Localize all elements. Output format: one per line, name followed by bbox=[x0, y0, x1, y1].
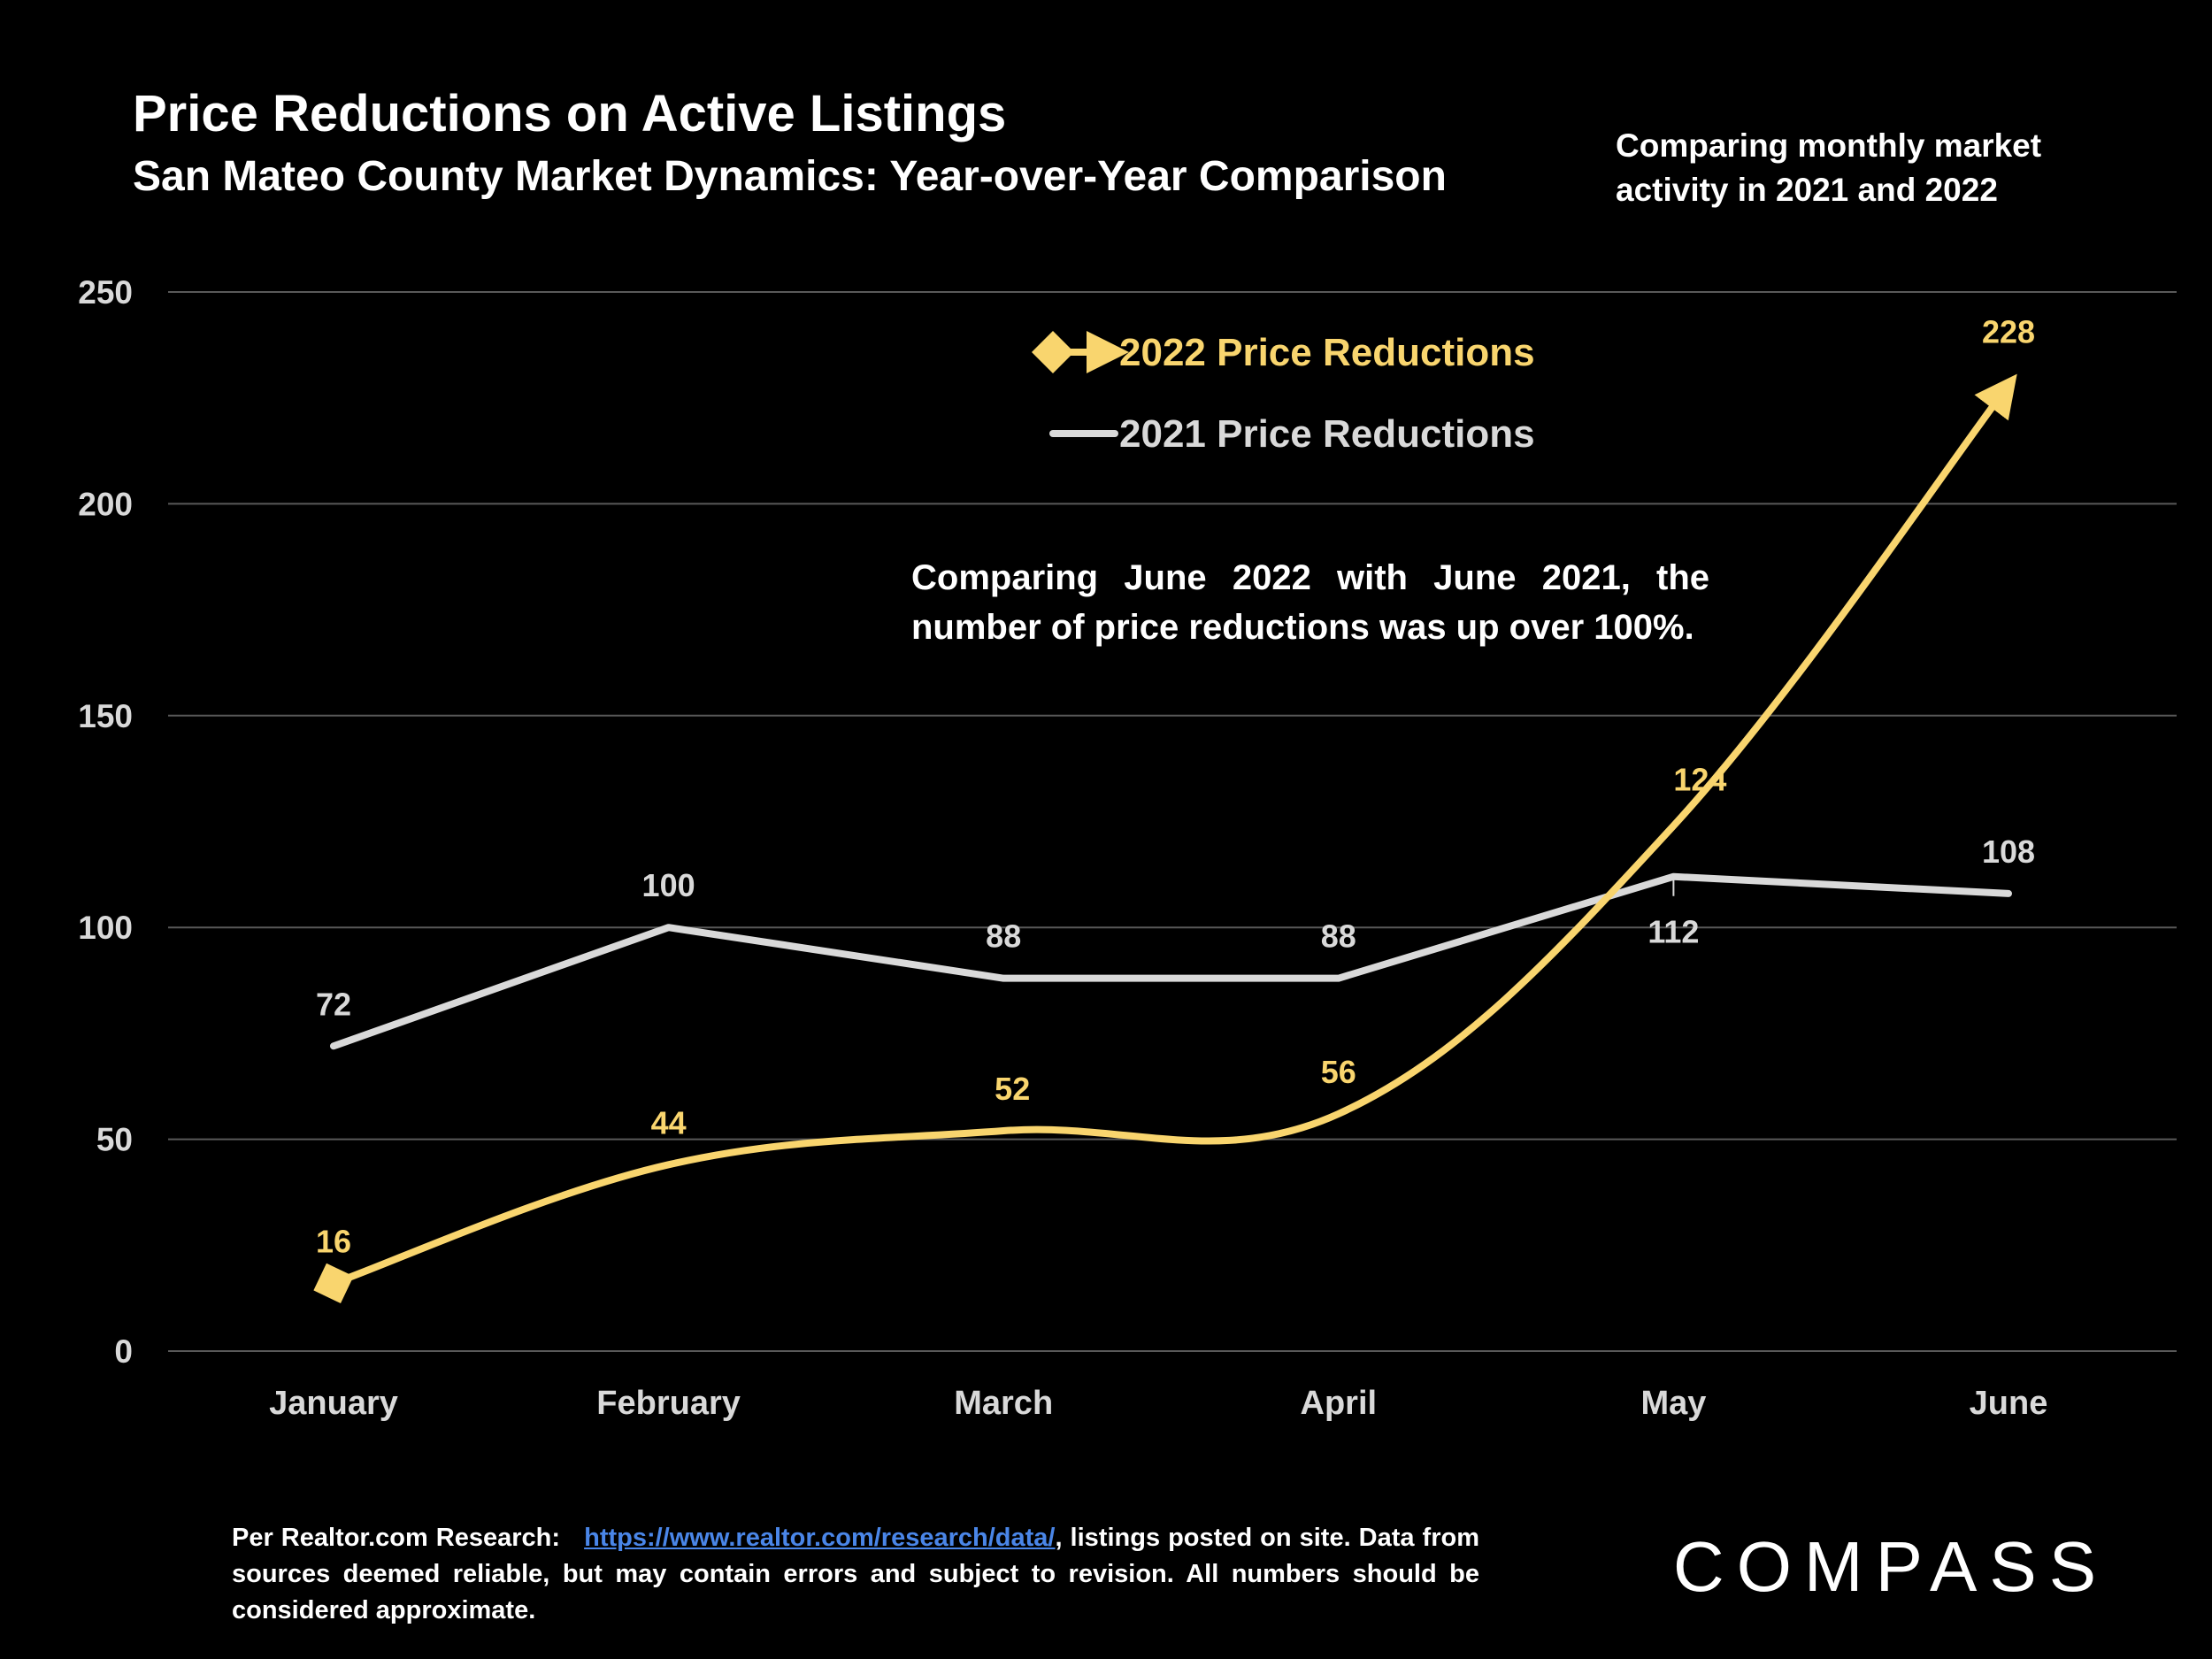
y-tick-label: 100 bbox=[78, 910, 133, 946]
data-label-2021: 88 bbox=[1321, 918, 1356, 955]
x-tick-label: January bbox=[269, 1385, 398, 1422]
legend: 2022 Price Reductions 2021 Price Reductio… bbox=[1032, 331, 1535, 456]
data-label-2022: 124 bbox=[1673, 761, 1726, 797]
data-label-2021: 100 bbox=[642, 867, 695, 903]
data-label-2022: 52 bbox=[995, 1071, 1030, 1107]
chart-subtitle: San Mateo County Market Dynamics: Year-o… bbox=[133, 153, 1447, 200]
x-tick-label: March bbox=[954, 1385, 1053, 1422]
data-labels: 16 44 52 56 124 228 72 100 88 88 112 108 bbox=[316, 313, 2035, 1259]
x-tick-label: April bbox=[1301, 1385, 1378, 1422]
source-footer: Per Realtor.com Research: https://www.re… bbox=[232, 1520, 1479, 1629]
series-line-2022 bbox=[313, 373, 2017, 1304]
y-tick-label: 150 bbox=[78, 698, 133, 734]
data-label-2021: 72 bbox=[316, 986, 351, 1022]
compass-logo: COMPASS bbox=[1673, 1527, 2108, 1606]
y-axis-tick-labels: 0 50 100 150 200 250 bbox=[78, 274, 133, 1370]
data-label-2021: 88 bbox=[986, 918, 1021, 955]
data-label-2021: 112 bbox=[1647, 914, 1699, 950]
data-label-2022: 228 bbox=[1982, 313, 2035, 349]
data-label-2022: 44 bbox=[651, 1104, 687, 1141]
x-tick-label: February bbox=[596, 1385, 741, 1422]
data-label-2022: 16 bbox=[316, 1223, 351, 1259]
y-tick-label: 200 bbox=[78, 486, 133, 522]
data-label-2022: 56 bbox=[1321, 1054, 1356, 1090]
source-link[interactable]: https://www.realtor.com/research/data/ bbox=[584, 1524, 1056, 1552]
chart-title: Price Reductions on Active Listings bbox=[133, 85, 1007, 142]
legend-label: 2022 Price Reductions bbox=[1119, 331, 1535, 374]
y-tick-label: 0 bbox=[114, 1333, 133, 1370]
compass-logo-text: COMPASS bbox=[1673, 1527, 2108, 1606]
series-lines bbox=[313, 373, 2017, 1304]
footer-suffix: , listings posted on site. Data from sou… bbox=[232, 1524, 1479, 1624]
y-tick-label: 250 bbox=[78, 274, 133, 311]
x-tick-label: May bbox=[1640, 1385, 1706, 1422]
x-axis-tick-labels: January February March April May June bbox=[269, 876, 2048, 1422]
callout-annotation: Comparing June 2022 with June 2021, the … bbox=[911, 558, 1709, 647]
legend-label: 2021 Price Reductions bbox=[1119, 412, 1535, 456]
series-line-2021 bbox=[330, 872, 2012, 1050]
comparison-note: Comparing monthly market activity in 202… bbox=[1616, 127, 2042, 208]
footer-prefix: Per Realtor.com Research: bbox=[232, 1524, 561, 1552]
x-tick-label: June bbox=[1970, 1385, 2048, 1422]
y-tick-label: 50 bbox=[96, 1122, 133, 1158]
data-label-2021: 108 bbox=[1982, 833, 2035, 870]
